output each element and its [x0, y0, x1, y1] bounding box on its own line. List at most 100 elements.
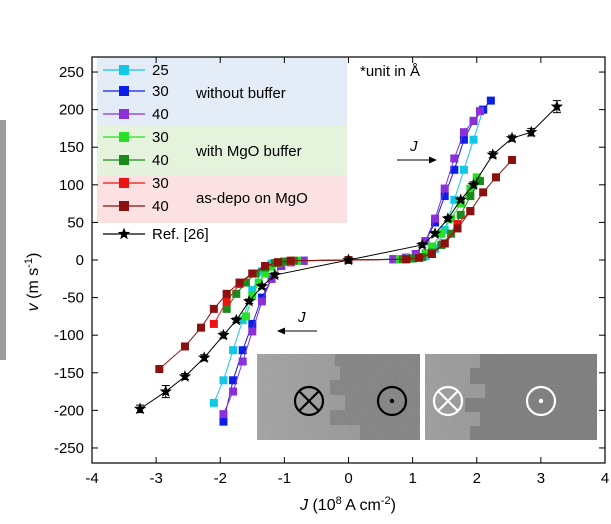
data-point [427, 242, 436, 251]
legend-entry: 30 [103, 129, 169, 146]
field-out-of-page-icon-white-dot [538, 398, 544, 404]
x-tick-label: -4 [85, 470, 98, 487]
data-point [469, 116, 478, 125]
data-point [479, 188, 488, 197]
legend-marker [119, 86, 129, 96]
legend-entry: 25 [103, 62, 169, 79]
x-tick-label: -2 [214, 470, 227, 487]
data-point [159, 385, 172, 397]
data-point [248, 286, 257, 295]
field-out-of-page-icon-white [525, 385, 557, 417]
data-point [248, 292, 257, 301]
data-point [248, 319, 257, 328]
field-into-page-icon [293, 385, 325, 417]
legend-marker [119, 132, 129, 142]
data-point [440, 184, 449, 193]
data-point [416, 238, 429, 251]
data-point [261, 269, 270, 278]
y-tick-label: 100 [59, 177, 84, 194]
legend-label: 30 [152, 175, 169, 192]
y-axis-title: v (m s-1) [23, 253, 42, 312]
data-point [475, 177, 484, 186]
data-point [342, 253, 355, 266]
data-point [209, 398, 218, 407]
legend-entry: Ref. [26] [103, 226, 209, 243]
field-into-page-icon-white-cross2 [437, 390, 459, 412]
data-point [525, 125, 538, 138]
y-axis-title-exp: -1 [23, 258, 35, 268]
inset-image-right-noise [425, 354, 597, 440]
x-axis-title-suffix: ) [391, 497, 396, 514]
data-point [180, 342, 189, 351]
data-point [219, 410, 228, 419]
data-point [450, 154, 459, 163]
x-tick-label: -3 [149, 470, 162, 487]
data-point [459, 165, 468, 174]
x-tick-label: 3 [537, 470, 545, 487]
y-axis-title-suffix: ) [25, 253, 42, 258]
data-point [155, 365, 164, 374]
data-point [486, 148, 499, 160]
data-point [441, 212, 455, 224]
axis-tick-labels: -4 -3 -2 -1 0 1 2 3 4 -250 -200 -150 -100 -50 0 50 100 15… [54, 64, 609, 487]
data-point [440, 192, 449, 201]
data-point [453, 224, 462, 233]
unit-note: *unit in Å [360, 63, 420, 80]
series-layer [133, 96, 564, 426]
data-point [254, 278, 263, 287]
data-point [437, 229, 446, 238]
y-tick-label: 250 [59, 64, 84, 81]
data-point [261, 262, 270, 271]
data-point [232, 289, 241, 298]
y-tick-label: 0 [76, 252, 84, 269]
legend-marker [119, 65, 129, 75]
data-point [466, 192, 475, 201]
data-point [427, 249, 436, 258]
legend-marker [117, 227, 131, 240]
legend-label: 30 [152, 129, 169, 146]
current-arrow-negative-label: J [297, 309, 306, 326]
data-point [431, 214, 440, 223]
data-point [230, 313, 243, 326]
data-point [459, 135, 468, 144]
data-point [229, 376, 238, 385]
y-axis-title-mid: (m s [25, 268, 42, 304]
data-point [450, 165, 459, 174]
legend-marker [119, 109, 129, 119]
data-point [268, 268, 281, 281]
data-point [456, 199, 465, 208]
x-axis-title-exp2: -2 [381, 495, 391, 507]
data-point [475, 107, 484, 116]
data-point [209, 304, 218, 313]
data-point [197, 323, 206, 332]
data-point [456, 210, 465, 219]
y-tick-label: -250 [54, 440, 84, 457]
data-point [229, 346, 238, 355]
field-into-page-icon-cross2 [298, 390, 320, 412]
current-arrow-positive-label: J [409, 138, 418, 155]
data-point [219, 376, 228, 385]
data-point [238, 357, 247, 366]
legend-band-mgo-buffer [97, 125, 347, 175]
current-arrow-negative-head [277, 327, 285, 335]
x-tick-label: 2 [473, 470, 481, 487]
legend: 25 30 40 30 40 30 40 Ref. [26] [103, 62, 209, 243]
x-axis-title-var: J [299, 497, 309, 514]
x-axis-title-mid2: A cm [342, 497, 381, 514]
legend-entry: 30 [103, 83, 169, 100]
legend-entry: 30 [103, 175, 169, 192]
x-tick-label: 1 [408, 470, 416, 487]
legend-group-as-depo: as-depo on MgO [196, 190, 308, 207]
series-6 [155, 156, 517, 374]
x-tick-label: 0 [344, 470, 352, 487]
data-point [469, 135, 478, 144]
legend-entry: 40 [103, 198, 169, 215]
y-tick-label: -150 [54, 365, 84, 382]
inset-image-left-noise [257, 354, 420, 440]
data-point [133, 402, 147, 415]
data-point [217, 328, 230, 341]
inset-image-right [425, 354, 597, 440]
data-point [286, 256, 295, 265]
field-out-of-page-icon [376, 385, 408, 417]
legend-label: 40 [152, 198, 169, 215]
